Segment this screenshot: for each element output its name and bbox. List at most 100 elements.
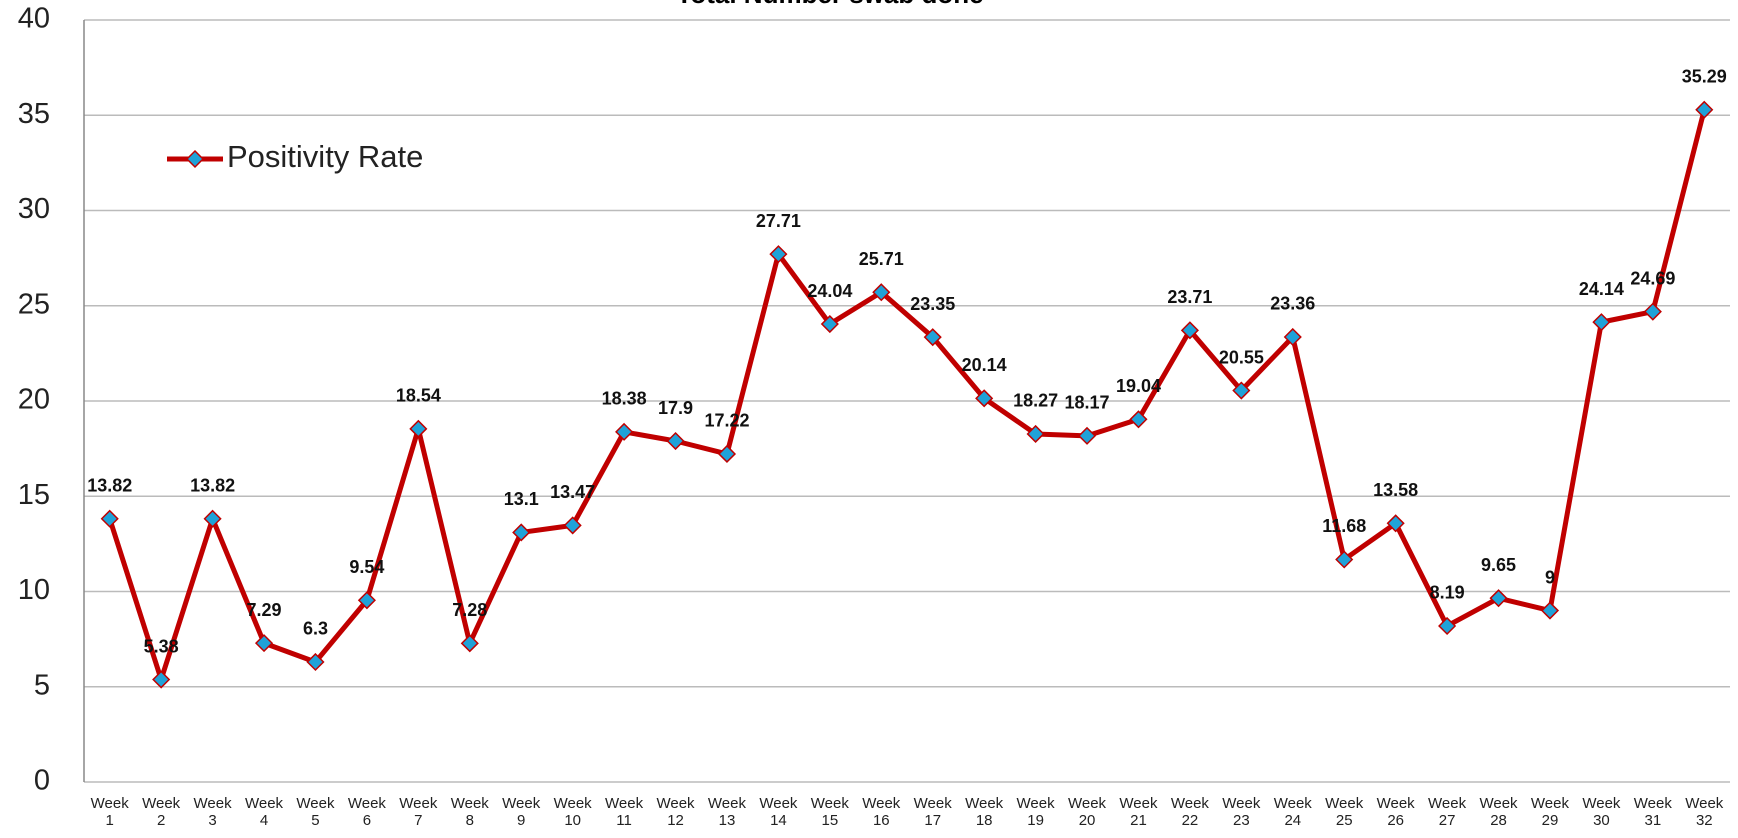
- x-tick-label: Week 25: [1325, 795, 1364, 829]
- data-label: 18.54: [396, 386, 441, 406]
- marker: [769, 245, 788, 264]
- x-tick-label: Week 22: [1170, 795, 1209, 829]
- marker: [306, 652, 325, 672]
- marker: [563, 516, 582, 535]
- x-tick-label: Week 20: [1067, 795, 1107, 829]
- data-label: 19.04: [1116, 376, 1161, 396]
- marker: [820, 314, 839, 334]
- data-label: 7.29: [247, 600, 282, 620]
- x-tick-label: Week 10: [553, 795, 592, 829]
- marker: [254, 634, 274, 653]
- marker: [1077, 426, 1097, 445]
- data-label: 9: [1545, 567, 1555, 587]
- data-label: 23.71: [1167, 287, 1212, 307]
- y-tick-label: 15: [18, 479, 50, 511]
- marker: [409, 419, 428, 438]
- x-tick-label: Week 11: [605, 795, 644, 829]
- marker: [1232, 381, 1251, 400]
- marker: [1180, 321, 1199, 340]
- data-label: 24.04: [807, 281, 852, 301]
- data-label: 20.55: [1219, 347, 1264, 367]
- x-tick-label: Week 6: [347, 795, 386, 829]
- marker: [615, 422, 634, 441]
- data-label: 27.71: [756, 211, 801, 231]
- data-label: 5.38: [144, 636, 179, 656]
- x-tick-label: Week 8: [450, 795, 489, 829]
- marker: [1540, 601, 1560, 620]
- x-tick-label: Week 26: [1376, 795, 1415, 829]
- marker: [717, 444, 737, 464]
- y-tick-label: 20: [18, 384, 50, 416]
- x-tick-label: Week 17: [913, 795, 952, 829]
- x-tick-label: Week 29: [1530, 795, 1569, 829]
- marker: [460, 634, 479, 653]
- marker: [1386, 514, 1405, 533]
- data-label: 17.22: [704, 411, 749, 431]
- data-label: 18.17: [1065, 393, 1110, 413]
- data-label: 23.36: [1270, 294, 1315, 314]
- x-tick-label: Week 3: [193, 795, 232, 829]
- data-label: 18.27: [1013, 391, 1058, 411]
- line: [107, 109, 1707, 683]
- data-label: 8.19: [1430, 583, 1465, 603]
- y-tick-label: 40: [18, 3, 50, 35]
- marker: [975, 389, 994, 408]
- x-tick-label: Week 13: [707, 795, 746, 829]
- x-tick-label: Week 16: [862, 795, 901, 829]
- data-label: 13.82: [190, 475, 235, 495]
- x-tick-label: Week 28: [1479, 795, 1518, 829]
- data-label: 9.54: [349, 557, 384, 577]
- y-tick-label: 25: [18, 288, 50, 320]
- data-label: 23.35: [910, 294, 955, 314]
- marker: [357, 591, 376, 610]
- data-label: 13.1: [504, 489, 539, 509]
- marker: [1643, 302, 1662, 321]
- data-label: 9.65: [1481, 555, 1516, 575]
- x-tick-label: Week 18: [965, 795, 1004, 829]
- marker: [512, 523, 531, 542]
- x-tick-label: Week 14: [759, 795, 798, 829]
- data-label: 24.14: [1579, 279, 1624, 299]
- x-tick-label: Week 23: [1222, 795, 1261, 829]
- y-tick-label: 35: [18, 98, 50, 130]
- marker: [1129, 410, 1148, 429]
- marker: [1592, 313, 1611, 332]
- y-tick-label: 10: [18, 574, 50, 606]
- data-label: 6.3: [303, 619, 328, 639]
- legend-label: Positivity Rate: [227, 139, 423, 174]
- marker: [923, 328, 942, 347]
- marker: [1026, 424, 1045, 444]
- data-label: 35.29: [1682, 66, 1727, 86]
- data-label: 25.71: [859, 249, 904, 269]
- data-label: 13.58: [1373, 480, 1418, 500]
- data-label: 17.9: [658, 398, 693, 418]
- x-tick-label: Week 4: [244, 795, 284, 829]
- x-tick-label: Week 32: [1685, 795, 1724, 829]
- data-label: 11.68: [1322, 516, 1366, 536]
- data-label: 13.82: [87, 475, 132, 495]
- marker: [1695, 100, 1714, 119]
- chart-title: Total Number swab done: [676, 0, 983, 9]
- legend-marker: [185, 149, 205, 169]
- x-tick-label: Week 19: [1016, 795, 1055, 829]
- x-tick-label: Week 5: [296, 795, 335, 829]
- marker: [1283, 327, 1302, 347]
- marker: [1489, 589, 1508, 608]
- marker: [100, 509, 119, 528]
- data-label: 7.28: [452, 600, 487, 620]
- x-tick-label: Week 21: [1119, 795, 1158, 829]
- x-tick-label: Week 12: [656, 795, 695, 829]
- y-tick-label: 5: [34, 669, 50, 701]
- data-label: 18.38: [602, 389, 647, 409]
- x-tick-label: Week 24: [1273, 795, 1312, 829]
- marker: [666, 431, 685, 451]
- data-label: 13.47: [550, 482, 595, 502]
- y-tick-label: 30: [18, 193, 50, 225]
- x-tick-label: Week 15: [810, 795, 849, 829]
- marker: [1335, 550, 1354, 569]
- marker: [872, 283, 891, 302]
- x-tick-label: Week 7: [399, 795, 438, 829]
- marker: [203, 509, 222, 528]
- y-tick-label: 0: [34, 765, 50, 797]
